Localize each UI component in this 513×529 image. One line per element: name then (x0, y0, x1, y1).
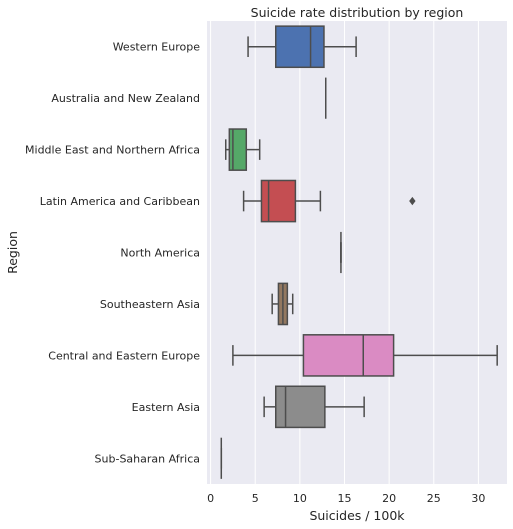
chart-title: Suicide rate distribution by region (251, 5, 464, 20)
x-tick-label: 30 (471, 492, 485, 505)
y-tick-label: Sub-Saharan Africa (95, 452, 200, 465)
y-tick-label: Western Europe (113, 41, 201, 54)
x-tick-label: 20 (382, 492, 396, 505)
grid-lines (210, 21, 479, 484)
y-tick-label: Eastern Asia (132, 401, 200, 414)
y-tick-label: North America (120, 247, 200, 260)
x-tick-label: 25 (427, 492, 441, 505)
plot-background (207, 21, 507, 484)
x-tick-label: 10 (293, 492, 307, 505)
y-axis-title: Region (5, 231, 20, 274)
box-group (225, 128, 261, 171)
box-iqr (275, 385, 326, 429)
y-tick-label: Southeastern Asia (100, 298, 200, 311)
box-iqr (302, 334, 395, 377)
box-series (220, 25, 498, 479)
box-group (271, 282, 294, 326)
y-tick-label: Australia and New Zealand (51, 92, 200, 105)
box-iqr (260, 179, 297, 223)
box-iqr (228, 128, 248, 171)
x-axis-title: Suicides / 100k (309, 508, 405, 523)
box-group (263, 385, 365, 429)
box-group (247, 25, 357, 69)
x-tick-label: 5 (252, 492, 259, 505)
outlier-point (409, 196, 416, 206)
y-tick-label: Latin America and Caribbean (40, 195, 200, 208)
x-tick-label: 0 (207, 492, 214, 505)
x-tick-label: 15 (338, 492, 352, 505)
box-group (232, 334, 498, 377)
box-group (242, 179, 416, 223)
y-tick-labels: Western Europe Australia and New Zealand M… (25, 41, 200, 466)
box-iqr (275, 25, 325, 69)
y-tick-label: Central and Eastern Europe (48, 349, 200, 362)
y-tick-label: Middle East and Northern Africa (25, 144, 200, 157)
x-tick-labels: 0 5 10 15 20 25 30 (207, 492, 485, 505)
